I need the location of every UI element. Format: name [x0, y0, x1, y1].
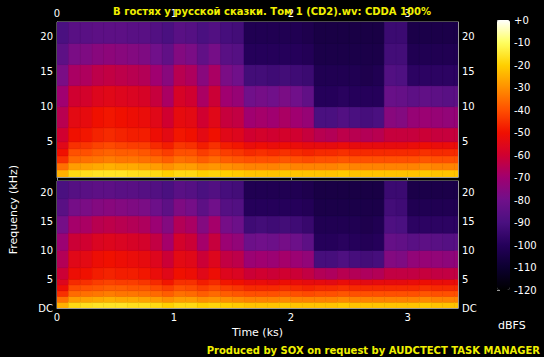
- svg-text:-120: -120: [514, 285, 537, 296]
- svg-text:0: 0: [54, 312, 60, 323]
- svg-text:Frequency (kHz): Frequency (kHz): [7, 165, 20, 254]
- svg-text:20: 20: [462, 187, 475, 198]
- svg-text:DC: DC: [462, 303, 477, 314]
- svg-text:DC: DC: [38, 303, 53, 314]
- svg-text:10: 10: [40, 101, 53, 112]
- svg-text:10: 10: [40, 245, 53, 256]
- svg-text:10: 10: [462, 245, 475, 256]
- svg-text:-110: -110: [514, 262, 537, 273]
- svg-text:+0: +0: [514, 15, 529, 26]
- svg-text:15: 15: [40, 216, 53, 227]
- svg-text:-40: -40: [514, 105, 530, 116]
- svg-text:1: 1: [171, 312, 177, 323]
- svg-text:20: 20: [462, 31, 475, 42]
- svg-text:-70: -70: [514, 172, 530, 183]
- svg-text:5: 5: [462, 274, 468, 285]
- svg-text:20: 20: [40, 31, 53, 42]
- svg-text:2: 2: [288, 312, 294, 323]
- svg-text:-60: -60: [514, 150, 530, 161]
- svg-text:15: 15: [462, 66, 475, 77]
- svg-text:-20: -20: [514, 60, 530, 71]
- svg-text:10: 10: [462, 101, 475, 112]
- svg-text:0: 0: [54, 8, 60, 19]
- svg-text:Produced by SOX on request by: Produced by SOX on request by AUDCTECT T…: [207, 345, 541, 356]
- svg-text:20: 20: [40, 187, 53, 198]
- svg-text:Time (ks): Time (ks): [231, 326, 283, 339]
- svg-text:-80: -80: [514, 195, 530, 206]
- svg-text:-50: -50: [514, 127, 530, 138]
- svg-text:5: 5: [462, 136, 468, 147]
- svg-text:-90: -90: [514, 217, 530, 228]
- svg-text:5: 5: [47, 136, 53, 147]
- svg-text:dBFS: dBFS: [498, 319, 526, 332]
- svg-text:15: 15: [462, 216, 475, 227]
- svg-text:3: 3: [405, 312, 411, 323]
- svg-text:-30: -30: [514, 82, 530, 93]
- svg-text:5: 5: [47, 274, 53, 285]
- svg-text:В гостях у русской сказки. Том: В гостях у русской сказки. Том 1 (CD2).w…: [113, 6, 431, 17]
- svg-text:-100: -100: [514, 240, 537, 251]
- svg-text:15: 15: [40, 66, 53, 77]
- svg-text:-10: -10: [514, 37, 530, 48]
